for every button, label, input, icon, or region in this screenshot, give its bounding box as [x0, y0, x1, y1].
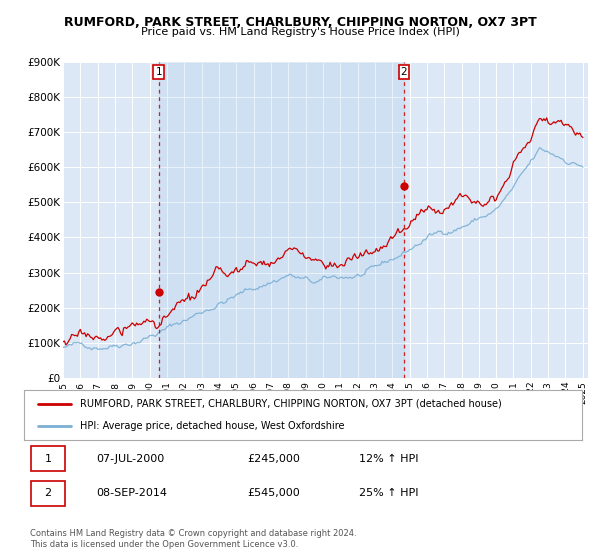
Text: 25% ↑ HPI: 25% ↑ HPI	[359, 488, 418, 498]
Text: 2: 2	[44, 488, 52, 498]
Text: RUMFORD, PARK STREET, CHARLBURY, CHIPPING NORTON, OX7 3PT: RUMFORD, PARK STREET, CHARLBURY, CHIPPIN…	[64, 16, 536, 29]
Text: Contains HM Land Registry data © Crown copyright and database right 2024.: Contains HM Land Registry data © Crown c…	[30, 529, 356, 538]
Text: 1: 1	[155, 67, 162, 77]
Bar	[158, 62, 404, 378]
Text: This data is licensed under the Open Government Licence v3.0.: This data is licensed under the Open Gov…	[30, 540, 298, 549]
Text: £245,000: £245,000	[247, 454, 300, 464]
Text: 1: 1	[44, 454, 52, 464]
Text: HPI: Average price, detached house, West Oxfordshire: HPI: Average price, detached house, West…	[80, 421, 344, 431]
Text: 08-SEP-2014: 08-SEP-2014	[97, 488, 167, 498]
Text: RUMFORD, PARK STREET, CHARLBURY, CHIPPING NORTON, OX7 3PT (detached house): RUMFORD, PARK STREET, CHARLBURY, CHIPPIN…	[80, 399, 502, 409]
FancyBboxPatch shape	[31, 446, 65, 471]
FancyBboxPatch shape	[31, 481, 65, 506]
Text: 07-JUL-2000: 07-JUL-2000	[97, 454, 165, 464]
Text: £545,000: £545,000	[247, 488, 300, 498]
Text: 2: 2	[401, 67, 407, 77]
Text: Price paid vs. HM Land Registry's House Price Index (HPI): Price paid vs. HM Land Registry's House …	[140, 27, 460, 37]
Text: 12% ↑ HPI: 12% ↑ HPI	[359, 454, 418, 464]
